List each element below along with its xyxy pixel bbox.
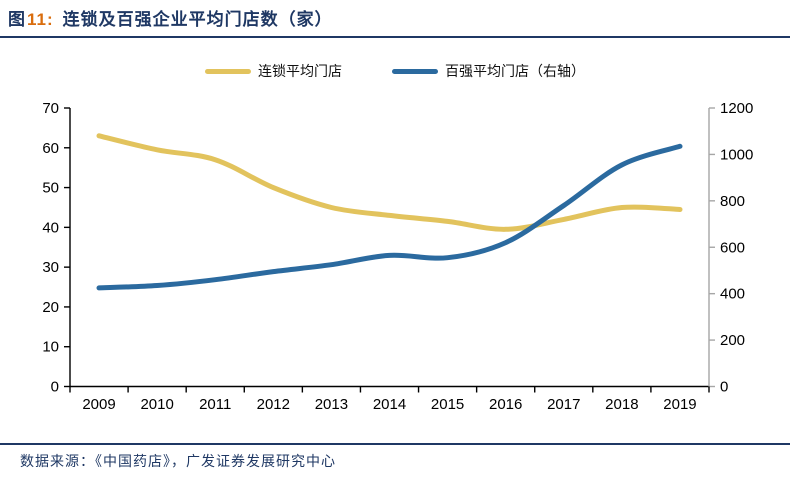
left-axis-tick-label: 0 <box>51 379 59 396</box>
left-axis-tick-label: 60 <box>42 140 59 157</box>
source-divider <box>0 443 790 445</box>
legend-item-chain: 连锁平均门店 <box>205 61 342 81</box>
x-axis-category-label: 2019 <box>663 396 696 413</box>
right-axis-tick-label: 0 <box>720 379 728 396</box>
right-axis-tick-label: 400 <box>720 286 745 303</box>
figure-title-prefix: 图 <box>8 10 26 29</box>
right-axis-tick-label: 600 <box>720 239 745 256</box>
right-axis-tick-label: 200 <box>720 332 745 349</box>
figure-title: 图11: 连锁及百强企业平均门店数（家） <box>8 5 333 30</box>
data-source-note: 数据来源：《中国药店》，广发证券发展研究中心 <box>20 453 336 469</box>
x-axis-category-label: 2015 <box>431 396 464 413</box>
left-axis-tick-label: 30 <box>42 259 59 276</box>
legend-line-swatch-yellow <box>205 68 251 74</box>
legend-label: 百强平均门店（右轴） <box>445 63 585 79</box>
x-axis-category-label: 2009 <box>82 396 115 413</box>
x-axis-category-label: 2014 <box>373 396 406 413</box>
x-axis-category-label: 2012 <box>257 396 290 413</box>
figure-number: 11: <box>27 10 54 29</box>
legend-item-top100: 百强平均门店（右轴） <box>392 61 585 81</box>
x-axis-category-label: 2011 <box>199 396 231 413</box>
line-chart: 0 10 20 30 40 50 60 70 0 200 400 600 800 1000 1200 2009… <box>42 100 753 413</box>
right-axis-tick-label: 1200 <box>720 100 753 117</box>
x-axis-category-label: 2010 <box>140 396 173 413</box>
right-axis-tick-label: 800 <box>720 193 745 210</box>
left-axis-tick-label: 50 <box>42 180 59 197</box>
legend-line-swatch-blue <box>392 68 438 74</box>
left-axis-tick-label: 70 <box>42 100 59 117</box>
title-divider <box>0 36 790 38</box>
x-axis-category-label: 2017 <box>547 396 580 413</box>
x-axis-category-label: 2016 <box>489 396 522 413</box>
chain-average-stores-line <box>96 133 683 232</box>
legend-label: 连锁平均门店 <box>258 63 342 79</box>
chart-legend: 连锁平均门店 百强平均门店（右轴） <box>0 61 790 81</box>
x-axis-category-label: 2018 <box>605 396 638 413</box>
top100-average-stores-line <box>96 143 683 291</box>
left-axis-tick-label: 20 <box>42 299 59 316</box>
left-axis-tick-label: 10 <box>42 339 59 356</box>
x-axis-category-label: 2013 <box>315 396 348 413</box>
right-axis-tick-label: 1000 <box>720 146 753 163</box>
figure-title-text: 连锁及百强企业平均门店数（家） <box>62 10 333 29</box>
left-axis-tick-label: 40 <box>42 219 59 236</box>
